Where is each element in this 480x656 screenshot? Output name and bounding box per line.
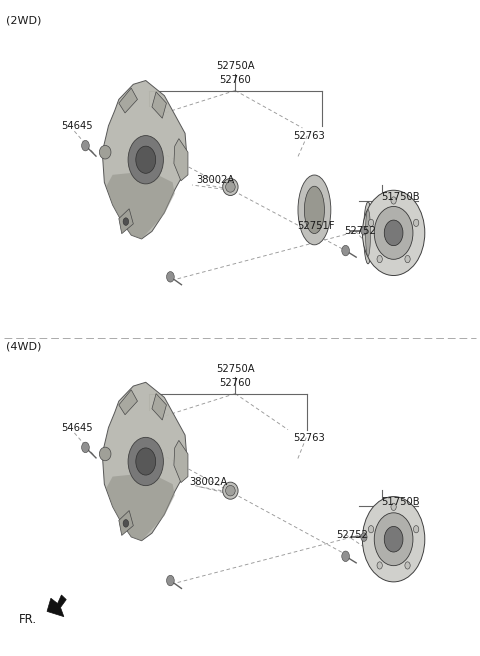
Polygon shape [107,473,175,541]
Polygon shape [119,88,137,113]
Polygon shape [107,171,175,239]
Circle shape [377,562,382,569]
Text: 52752: 52752 [345,226,376,236]
Polygon shape [152,92,167,118]
Text: 52751F: 52751F [298,221,335,232]
Circle shape [136,146,156,173]
Polygon shape [119,510,133,535]
Circle shape [413,525,419,533]
Text: 51750B: 51750B [382,192,420,202]
Circle shape [167,272,174,282]
Text: 38002A: 38002A [190,477,228,487]
Ellipse shape [298,175,331,245]
Circle shape [167,575,174,586]
Ellipse shape [364,202,372,264]
Ellipse shape [223,178,238,195]
Circle shape [82,442,89,453]
Ellipse shape [304,186,324,234]
Text: 52763: 52763 [293,131,324,141]
Text: 52750A: 52750A [216,60,254,71]
Circle shape [361,226,367,235]
Circle shape [413,219,419,226]
Polygon shape [152,394,167,420]
Circle shape [123,218,129,226]
Circle shape [128,438,163,485]
Circle shape [128,136,163,184]
Ellipse shape [226,485,235,496]
Circle shape [136,448,156,475]
Text: 52752: 52752 [336,529,368,540]
Circle shape [405,255,410,262]
Circle shape [362,497,425,582]
Text: 51750B: 51750B [382,497,420,507]
Text: 54645: 54645 [61,121,93,131]
Text: (4WD): (4WD) [6,341,41,351]
Polygon shape [174,440,188,483]
Ellipse shape [366,209,371,256]
Circle shape [342,551,349,562]
Circle shape [368,525,374,533]
Ellipse shape [223,482,238,499]
Circle shape [405,562,410,569]
Circle shape [391,503,396,510]
Text: FR.: FR. [19,613,37,626]
Ellipse shape [99,447,111,461]
Polygon shape [174,138,188,181]
Polygon shape [47,595,66,617]
Circle shape [384,526,403,552]
Text: 54645: 54645 [61,422,93,433]
Circle shape [361,533,367,541]
Circle shape [82,140,89,151]
Circle shape [384,220,403,245]
Ellipse shape [226,182,235,192]
Circle shape [374,207,413,259]
Text: 52750A: 52750A [216,363,254,374]
Circle shape [342,245,349,256]
Circle shape [377,255,382,262]
Circle shape [374,513,413,565]
Circle shape [362,190,425,276]
Circle shape [368,219,374,226]
Circle shape [123,520,129,527]
Text: 38002A: 38002A [196,174,234,185]
Text: 52760: 52760 [219,378,251,388]
Circle shape [391,197,396,204]
Polygon shape [102,382,187,541]
Polygon shape [119,390,137,415]
Polygon shape [119,209,133,234]
Text: 52763: 52763 [293,432,324,443]
Polygon shape [102,81,187,239]
Ellipse shape [99,146,111,159]
Text: (2WD): (2WD) [6,16,41,26]
Text: 52760: 52760 [219,75,251,85]
